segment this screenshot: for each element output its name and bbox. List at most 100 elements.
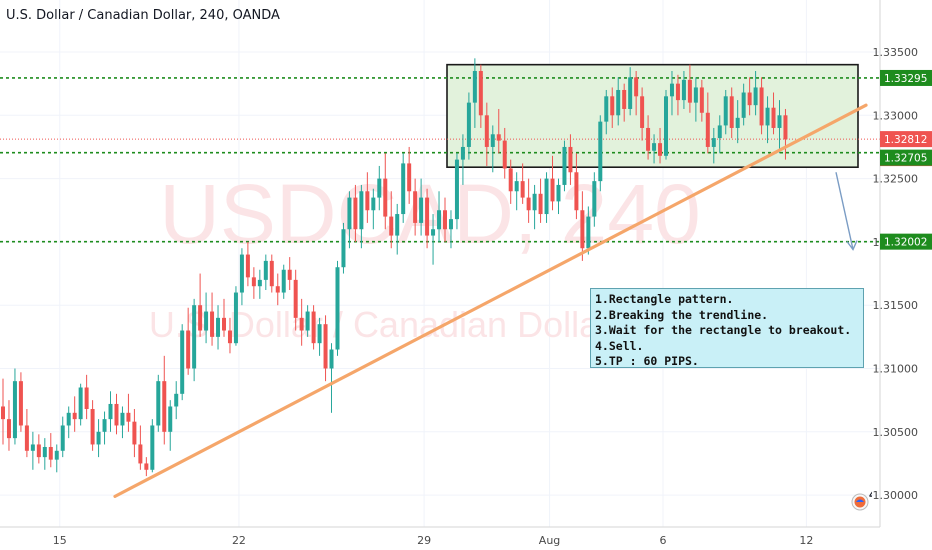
- candle-body: [472, 70, 477, 103]
- candle: [192, 298, 197, 382]
- candle: [687, 64, 692, 113]
- candle: [556, 178, 561, 215]
- candle: [108, 391, 113, 432]
- candle: [777, 100, 782, 154]
- candle: [526, 178, 531, 223]
- candle: [335, 260, 340, 356]
- candle: [443, 197, 448, 242]
- candle-body: [598, 121, 603, 182]
- candle: [329, 343, 334, 413]
- candle: [30, 431, 35, 470]
- candle-body: [257, 279, 262, 287]
- candle-body: [287, 269, 292, 280]
- candle: [1, 378, 5, 445]
- candle-body: [490, 134, 495, 147]
- candle-body: [604, 96, 609, 122]
- candle: [753, 70, 758, 116]
- candle-body: [610, 96, 615, 116]
- time-tick-label: 6: [660, 534, 667, 547]
- candle: [198, 273, 203, 337]
- candle-body: [245, 254, 250, 278]
- candle-body: [508, 168, 513, 192]
- candle-body: [54, 450, 59, 460]
- candle: [741, 83, 746, 126]
- candle-body: [371, 197, 376, 211]
- candle: [735, 100, 740, 144]
- candle: [359, 184, 364, 249]
- candle-body: [717, 125, 722, 139]
- alarm-count: 4: [869, 491, 872, 501]
- candle-body: [138, 444, 143, 464]
- candle: [210, 292, 215, 346]
- candle: [186, 307, 191, 375]
- candle: [419, 178, 424, 236]
- candle: [263, 254, 268, 291]
- target-arrow: [835, 172, 854, 250]
- time-tick-label: Aug: [539, 534, 560, 547]
- candle: [520, 163, 525, 204]
- candle: [24, 409, 29, 458]
- time-axis: 152229Aug6121926: [53, 534, 814, 547]
- candle-body: [622, 89, 627, 109]
- candle-body: [693, 87, 698, 103]
- alarm-clock-icon[interactable]: 4: [850, 490, 872, 512]
- candle-body: [144, 463, 149, 470]
- candle-body: [186, 330, 191, 369]
- price-tick-label: 1.33500: [873, 46, 919, 59]
- candle: [413, 178, 418, 236]
- candle: [204, 292, 209, 344]
- candle-body: [556, 184, 561, 202]
- candle-body: [502, 140, 507, 169]
- candle: [144, 457, 149, 477]
- candle-body: [227, 330, 232, 344]
- candle-body: [359, 191, 364, 230]
- candle-body: [407, 163, 412, 192]
- candle-body: [347, 197, 352, 230]
- candle: [299, 298, 304, 346]
- candle-body: [168, 406, 173, 432]
- candle-body: [30, 444, 35, 451]
- candle-body: [669, 83, 674, 97]
- candle: [132, 409, 137, 458]
- candle-body: [132, 421, 137, 445]
- candle: [460, 134, 465, 185]
- candle: [293, 269, 298, 331]
- candle: [568, 134, 573, 185]
- time-tick-label: 29: [417, 534, 431, 547]
- candle: [717, 115, 722, 154]
- candle-body: [431, 229, 436, 236]
- price-tick-label: 1.30000: [873, 489, 919, 502]
- candle: [138, 425, 143, 470]
- price-label-last-price: 1.32812: [880, 131, 932, 148]
- candle-body: [753, 87, 758, 106]
- candle: [550, 155, 555, 211]
- candle-body: [96, 431, 101, 445]
- candle: [562, 140, 567, 192]
- candle-body: [329, 349, 334, 369]
- candle: [454, 153, 459, 230]
- candle-body: [150, 425, 155, 470]
- candle-body: [36, 444, 41, 458]
- price-label-bg: [880, 149, 932, 166]
- candle: [634, 70, 639, 116]
- candle-body: [711, 138, 716, 147]
- candle-body: [108, 403, 113, 420]
- candle-body: [90, 409, 95, 445]
- notes-box[interactable]: 1.Rectangle pattern. 2.Breaking the tren…: [590, 288, 864, 368]
- candle: [669, 70, 674, 116]
- candle: [532, 184, 537, 230]
- candle: [72, 396, 77, 432]
- price-label-level: 1.32002: [880, 233, 932, 250]
- candle: [36, 434, 41, 464]
- candle: [233, 286, 238, 346]
- candle-body: [66, 412, 71, 426]
- price-label-text: 1.32812: [884, 134, 927, 146]
- candle-body: [705, 112, 710, 147]
- candle-body: [759, 87, 764, 126]
- candle: [783, 108, 788, 160]
- candle: [222, 298, 227, 337]
- candle-body: [460, 146, 465, 160]
- candle-body: [652, 143, 657, 151]
- candle-body: [281, 269, 286, 293]
